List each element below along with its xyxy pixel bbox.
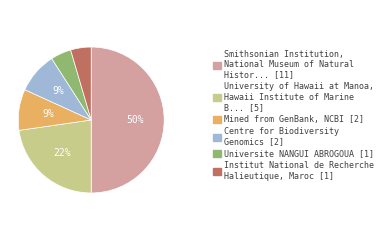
Wedge shape [71,47,91,120]
Wedge shape [18,90,91,130]
Wedge shape [25,59,91,120]
Wedge shape [52,50,91,120]
Legend: Smithsonian Institution,
National Museum of Natural
Histor... [11], University o: Smithsonian Institution, National Museum… [211,48,376,182]
Text: 9%: 9% [52,86,64,96]
Text: 50%: 50% [126,115,144,125]
Text: 22%: 22% [54,148,71,158]
Wedge shape [91,47,164,193]
Wedge shape [19,120,91,193]
Text: 9%: 9% [42,109,54,119]
